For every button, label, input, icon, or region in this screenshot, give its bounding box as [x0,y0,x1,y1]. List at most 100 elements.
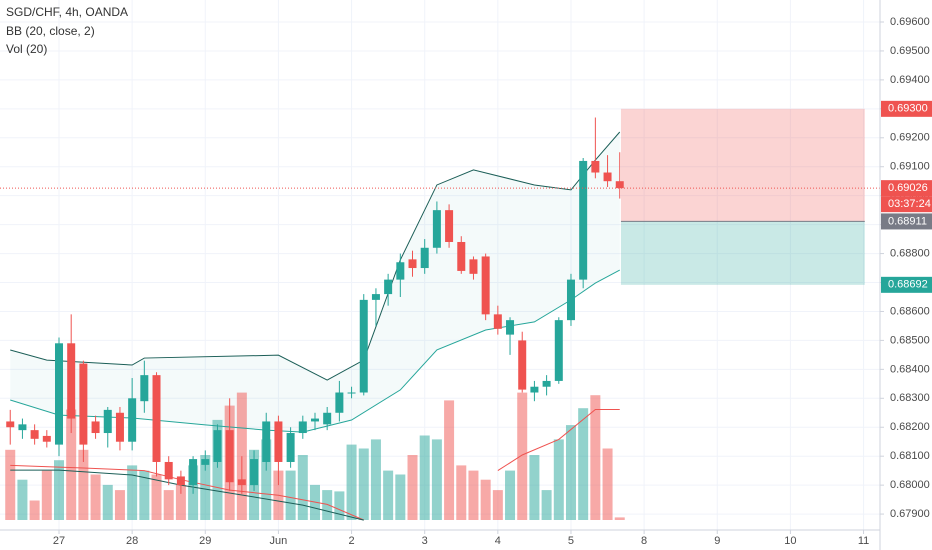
entry-price-label-bg [881,213,932,230]
volume-bar [102,484,113,520]
y-tick-label: 0.69600 [890,16,930,28]
x-tick-label: 3 [422,535,428,547]
candle-body [6,421,15,428]
y-tick-label: 0.68300 [890,392,930,404]
volume-bar [53,460,64,520]
candle-body [115,412,124,442]
indicator-label: Vol (20) [6,42,47,56]
volume-bar [163,490,174,520]
candle-body [542,380,551,387]
volume-bar [370,439,381,520]
x-tick-label: 2 [348,535,354,547]
candle-body [262,421,271,462]
volume-bar [614,517,625,520]
candle-body [384,279,393,295]
candle-body [189,459,198,486]
volume-bar [90,474,101,520]
volume-bar [565,425,576,520]
countdown-label: 03:37:24 [888,198,931,210]
volume-bar [529,455,540,520]
candle-body [347,392,356,394]
candle-body [518,340,527,390]
volume-bar [29,500,40,520]
volume-bar [151,474,162,520]
candle-body [469,259,478,274]
candle-body [445,210,454,242]
x-tick-label: 4 [495,535,501,547]
candle-body [579,160,588,280]
candle-body [274,421,283,462]
candle-body [457,241,466,271]
candle-body [213,430,222,462]
volume-bar [200,455,211,520]
y-tick-label: 0.69400 [890,74,930,86]
volume-bar [590,395,601,520]
volume-bar [334,491,345,520]
y-tick-label: 0.68500 [890,334,930,346]
volume-bar [492,490,503,520]
volume-bar [444,400,455,520]
y-tick-label: 0.68000 [890,479,930,491]
indicator-label: BB (20, close, 2) [6,24,95,38]
x-tick-label: 9 [714,535,720,547]
candle-body [566,279,575,321]
volume-bar [395,474,406,520]
candle-body [237,479,246,486]
target-zone [620,108,865,222]
volume-bar [212,419,223,520]
volume-bar [541,490,552,520]
candle-body [310,418,319,422]
volume-bar [114,490,125,520]
volume-bar [139,470,150,520]
volume-bar [322,490,333,520]
volume-bar [553,439,564,520]
candle-body [420,247,429,269]
volume-bar [297,455,308,520]
candle-body [18,424,27,431]
target-price-label-bg [881,100,932,117]
chart-title: SGD/CHF, 4h, OANDA [6,5,128,19]
volume-bar [419,435,430,520]
candle-body [432,210,441,248]
volume-bar [5,449,16,520]
volume-bar [407,455,418,520]
candle-body [42,435,51,442]
volume-bar [261,439,272,520]
y-tick-label: 0.69200 [890,132,930,144]
candle-body [603,172,612,182]
x-tick-label: 10 [784,535,796,547]
candle-body [79,363,88,445]
volume-bar [78,449,89,520]
candle-body [359,299,368,393]
candle-body [371,294,380,300]
y-tick-label: 0.68600 [890,305,930,317]
candle-body [506,320,515,335]
x-tick-label: 8 [641,535,647,547]
volume-bar [468,470,479,520]
candle-body [396,262,405,280]
candle-body [286,433,295,462]
current-price-label-bg [881,180,932,197]
candle-body [140,375,149,402]
candle-body [408,259,417,269]
volume-bar [578,408,589,520]
candle-body [335,392,344,413]
volume-bar [505,470,516,520]
volume-bar [517,392,528,520]
candle-body [54,343,63,445]
volume-bar [66,409,77,520]
x-tick-label: Jun [270,535,288,547]
candle-body [591,160,600,173]
volume-bar [17,479,28,520]
y-tick-label: 0.67900 [890,508,930,520]
candle-body [164,461,173,480]
y-tick-label: 0.69100 [890,161,930,173]
y-tick-label: 0.69500 [890,45,930,57]
entry-price-label: 0.68911 [888,215,927,227]
target-price-label: 0.69300 [888,103,928,115]
current-price-label: 0.69026 [888,182,928,194]
x-tick-label: 28 [126,535,138,547]
x-tick-label: 29 [199,535,211,547]
candle-body [323,412,332,425]
